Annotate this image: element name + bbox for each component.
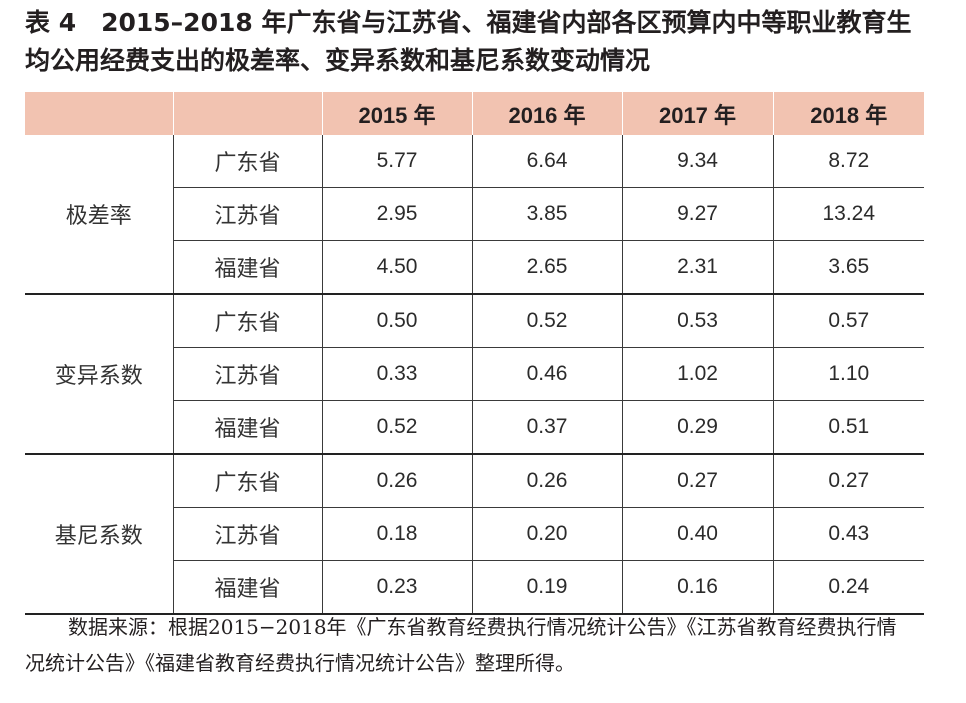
value-cell: 0.43 bbox=[773, 507, 924, 561]
table-row: 基尼系数 广东省 0.26 0.26 0.27 0.27 bbox=[25, 454, 924, 615]
value-cell: 0.19 bbox=[472, 560, 623, 615]
province-label: 江苏省 bbox=[173, 347, 323, 401]
table-row: 江苏省 2.95 3.85 9.27 13.24 bbox=[25, 187, 924, 241]
value-cell: 0.16 bbox=[622, 560, 774, 615]
value-cell: 2.65 bbox=[472, 240, 623, 295]
province-label: 福建省 bbox=[173, 400, 323, 455]
header-year-2015: 2015 年 bbox=[322, 92, 473, 135]
value-cell: 1.02 bbox=[622, 347, 774, 401]
value-cell: 3.85 bbox=[472, 187, 623, 241]
province-label: 福建省 bbox=[173, 560, 323, 615]
value-cell: 0.26 bbox=[472, 454, 623, 508]
value-cell: 0.52 bbox=[322, 400, 473, 455]
value-cell: 0.27 bbox=[622, 454, 774, 508]
value-cell: 0.33 bbox=[322, 347, 473, 401]
value-cell: 8.72 bbox=[773, 135, 924, 188]
province-label: 广东省 bbox=[173, 135, 323, 188]
value-cell: 0.53 bbox=[622, 294, 774, 348]
group-label: 基尼系数 bbox=[25, 454, 174, 615]
value-cell: 0.51 bbox=[773, 400, 924, 455]
value-cell: 0.23 bbox=[322, 560, 473, 615]
value-cell: 0.52 bbox=[472, 294, 623, 348]
province-label: 广东省 bbox=[173, 294, 323, 348]
value-cell: 0.57 bbox=[773, 294, 924, 348]
header-blank-cell bbox=[173, 92, 323, 135]
value-cell: 9.27 bbox=[622, 187, 774, 241]
value-cell: 0.18 bbox=[322, 507, 473, 561]
group-label: 极差率 bbox=[25, 135, 174, 295]
header-row: 2015 年 2016 年 2017 年 2018 年 bbox=[25, 92, 924, 135]
header-year-2017: 2017 年 bbox=[622, 92, 774, 135]
table-row: 江苏省 0.33 0.46 1.02 1.10 bbox=[25, 347, 924, 401]
province-label: 广东省 bbox=[173, 454, 323, 508]
header-year-2016: 2016 年 bbox=[472, 92, 623, 135]
value-cell: 9.34 bbox=[622, 135, 774, 188]
province-label: 福建省 bbox=[173, 240, 323, 295]
source-note: 数据来源：根据2015−2018年《广东省教育经费执行情况统计公告》《江苏省教育… bbox=[25, 609, 945, 681]
value-cell: 5.77 bbox=[322, 135, 473, 188]
value-cell: 0.40 bbox=[622, 507, 774, 561]
group-label: 变异系数 bbox=[25, 294, 174, 455]
value-cell: 0.27 bbox=[773, 454, 924, 508]
value-cell: 0.24 bbox=[773, 560, 924, 615]
value-cell: 0.20 bbox=[472, 507, 623, 561]
value-cell: 6.64 bbox=[472, 135, 623, 188]
value-cell: 2.95 bbox=[322, 187, 473, 241]
table-row: 福建省 4.50 2.65 2.31 3.65 bbox=[25, 240, 924, 295]
province-label: 江苏省 bbox=[173, 507, 323, 561]
province-label: 江苏省 bbox=[173, 187, 323, 241]
table-row: 极差率 广东省 5.77 6.64 9.34 8.72 bbox=[25, 135, 924, 295]
value-cell: 4.50 bbox=[322, 240, 473, 295]
table-row: 福建省 0.52 0.37 0.29 0.51 bbox=[25, 400, 924, 455]
table-row: 福建省 0.23 0.19 0.16 0.24 bbox=[25, 560, 924, 615]
header-year-2018: 2018 年 bbox=[773, 92, 924, 135]
data-table: 2015 年 2016 年 2017 年 2018 年 极差率 广东省 5.77… bbox=[25, 92, 924, 615]
source-note-line: 况统计公告》《福建省教育经费执行情况统计公告》整理所得。 bbox=[25, 651, 575, 675]
source-note-line: 数据来源：根据2015−2018年《广东省教育经费执行情况统计公告》《江苏省教育… bbox=[68, 615, 897, 639]
table-title-line: 表 4 2015–2018 年广东省与江苏省、福建省内部各区预算内中等职业教育生 bbox=[25, 8, 912, 37]
table-title: 表 4 2015–2018 年广东省与江苏省、福建省内部各区预算内中等职业教育生… bbox=[25, 4, 945, 80]
value-cell: 0.50 bbox=[322, 294, 473, 348]
value-cell: 2.31 bbox=[622, 240, 774, 295]
value-cell: 0.26 bbox=[322, 454, 473, 508]
value-cell: 3.65 bbox=[773, 240, 924, 295]
value-cell: 0.29 bbox=[622, 400, 774, 455]
value-cell: 1.10 bbox=[773, 347, 924, 401]
value-cell: 0.37 bbox=[472, 400, 623, 455]
value-cell: 0.46 bbox=[472, 347, 623, 401]
value-cell: 13.24 bbox=[773, 187, 924, 241]
table-title-line: 均公用经费支出的极差率、变异系数和基尼系数变动情况 bbox=[25, 46, 651, 75]
table-row: 变异系数 广东省 0.50 0.52 0.53 0.57 bbox=[25, 294, 924, 455]
table-row: 江苏省 0.18 0.20 0.40 0.43 bbox=[25, 507, 924, 561]
header-blank-cell bbox=[25, 92, 174, 135]
